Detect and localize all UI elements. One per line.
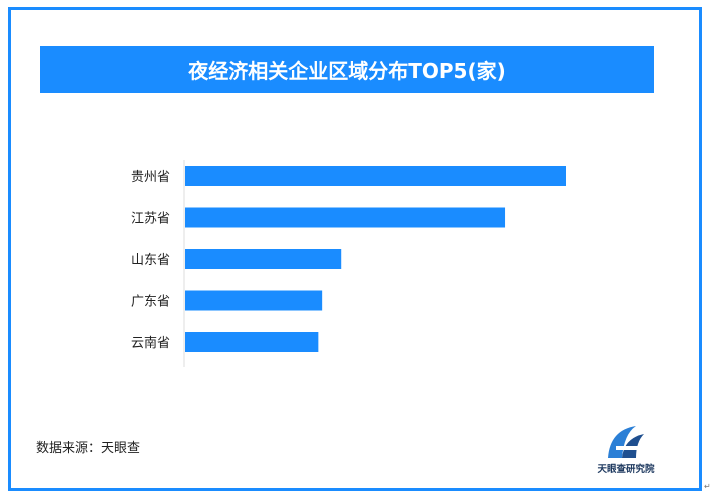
bar-4: [185, 290, 323, 311]
data-source: 数据来源：天眼查: [36, 441, 141, 456]
bar-1: [185, 166, 566, 186]
category-label-4: 广东省: [131, 295, 170, 310]
bar-3: [185, 249, 342, 269]
category-label-1: 贵州省: [131, 170, 170, 185]
category-label-5: 云南省: [131, 335, 170, 351]
logo-text: 天眼查研究院: [597, 464, 655, 475]
category-label-3: 山东省: [131, 253, 170, 268]
logo-mark-icon: [608, 426, 644, 458]
corner-mark: ↵: [704, 482, 711, 491]
category-label-2: 江苏省: [131, 211, 170, 227]
bar-5: [185, 332, 319, 352]
chart-title: 夜经济相关企业区域分布TOP5(家): [40, 46, 654, 93]
tianyancha-logo: 天眼查研究院: [586, 416, 666, 478]
bars-group: [185, 166, 566, 352]
bar-2: [185, 207, 506, 228]
